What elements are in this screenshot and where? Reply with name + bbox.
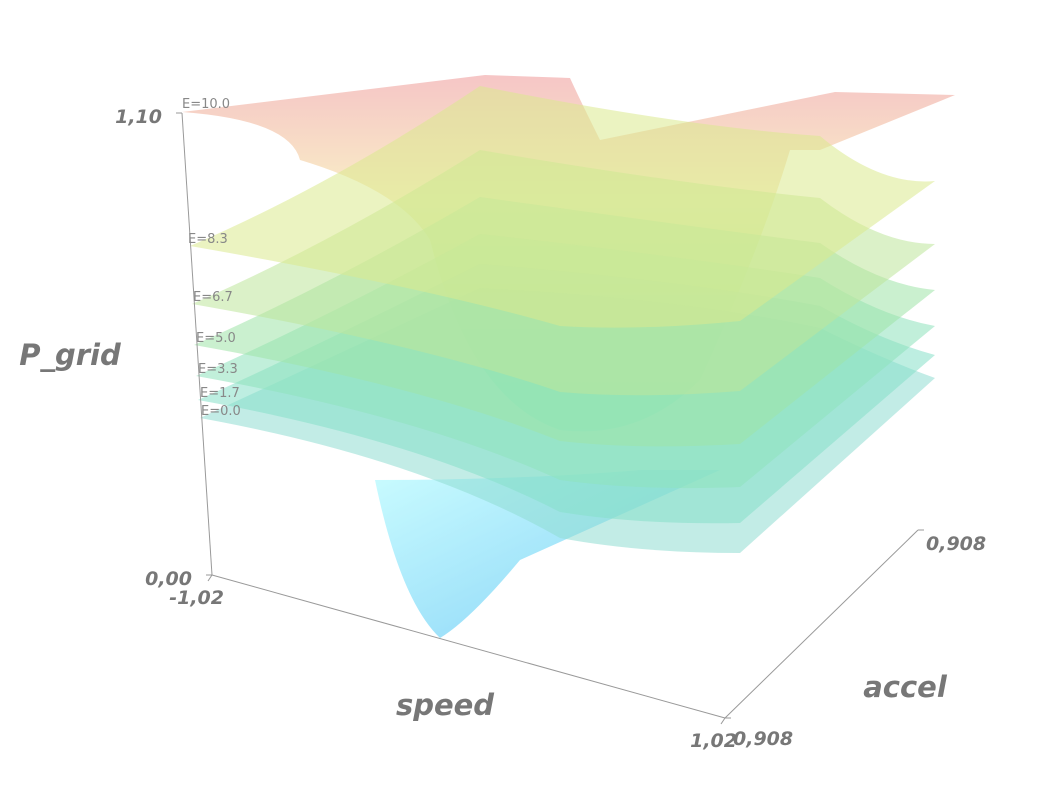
x-axis-label: speed [396, 688, 494, 722]
x-tick-label: -1,02 [169, 587, 224, 609]
surface-label: E=1.7 [200, 386, 240, 401]
surface-label: E=5.0 [196, 331, 236, 346]
surface [190, 86, 935, 328]
surface-label: E=3.3 [198, 362, 238, 377]
z-tick-label: 0,00 [145, 568, 192, 590]
y-axis-label: accel [863, 670, 948, 704]
surfaces [190, 86, 935, 553]
x-tick [720, 717, 726, 725]
z-axis [181, 112, 213, 576]
surface-label: E=0.0 [201, 404, 241, 419]
x-axis [211, 574, 726, 719]
y-axis [724, 529, 919, 719]
y-tick-label: 0,908 [926, 533, 986, 555]
x-tick-label: 1,02 [690, 730, 737, 752]
z-tick-label: 1,10 [115, 106, 162, 128]
y-tick-label: 0,908 [733, 728, 793, 750]
surface-label: E=8.3 [188, 232, 228, 247]
surface-label: E=10.0 [182, 97, 230, 112]
z-axis-label: P_grid [19, 338, 121, 372]
surface-label: E=6.7 [193, 290, 233, 305]
x-tick [207, 574, 213, 582]
